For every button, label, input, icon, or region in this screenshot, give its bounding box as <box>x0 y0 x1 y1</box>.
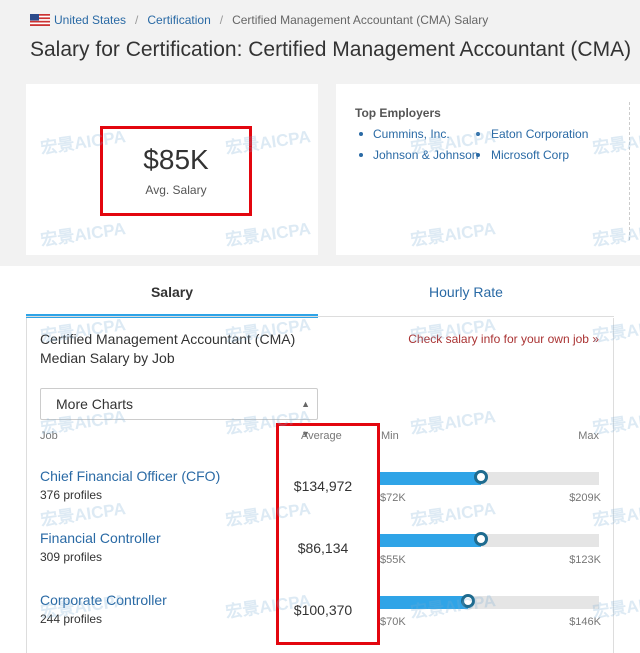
median-marker <box>473 470 488 484</box>
top-employers-card: Top Employers Cummins, Inc. Eaton Corpor… <box>336 84 640 255</box>
job-link[interactable]: Financial Controller <box>40 530 161 546</box>
median-salary-chart: Certified Management Accountant (CMA) Me… <box>26 318 614 653</box>
min-salary-label: $72K <box>380 492 406 504</box>
list-item: Cummins, Inc. <box>358 124 488 145</box>
employer-link[interactable]: Cummins, Inc. <box>373 127 450 141</box>
salary-range-fill <box>380 596 468 609</box>
salary-section: Salary Hourly Rate Certified Management … <box>0 266 640 653</box>
breadcrumb-country-link[interactable]: United States <box>54 13 127 27</box>
average-column-highlight <box>276 423 380 645</box>
table-row: Financial Controller 309 profiles $86,13… <box>27 530 615 592</box>
max-salary-label: $146K <box>569 616 601 628</box>
breadcrumb-category-link[interactable]: Certification <box>147 13 211 27</box>
employer-link[interactable]: Microsoft Corp <box>491 148 570 162</box>
average-salary: $86,134 <box>297 540 349 556</box>
page-title: Salary for Certification: Certified Mana… <box>30 38 632 61</box>
bullet-icon <box>476 132 480 136</box>
avg-salary-highlight: $85K Avg. Salary <box>100 126 252 216</box>
bullet-icon <box>476 153 480 157</box>
salary-range-fill <box>380 472 481 485</box>
tab-bar: Salary Hourly Rate <box>26 266 614 318</box>
average-salary: $134,972 <box>293 478 353 494</box>
median-marker <box>460 594 475 608</box>
breadcrumb-current: Certified Management Accountant (CMA) Sa… <box>232 13 489 27</box>
list-item: Eaton Corporation <box>476 124 618 145</box>
salary-range-bar <box>380 532 599 547</box>
list-item: Johnson & Johnson <box>358 145 488 166</box>
max-salary-label: $209K <box>569 492 601 504</box>
employer-link[interactable]: Johnson & Johnson <box>373 148 479 162</box>
avg-salary-value: $85K <box>143 143 209 175</box>
avg-salary-card: $85K Avg. Salary <box>26 84 318 255</box>
job-link[interactable]: Chief Financial Officer (CFO) <box>40 468 221 484</box>
column-header-min: Min <box>381 430 399 442</box>
salary-range-fill <box>380 534 481 547</box>
us-flag-icon <box>30 14 50 26</box>
column-header-max: Max <box>578 430 599 442</box>
bullet-icon <box>359 153 363 157</box>
profiles-count: 309 profiles <box>40 550 103 564</box>
breadcrumb: United States / Certification / Certifie… <box>30 12 488 28</box>
more-charts-select[interactable]: More Charts ▲ ▼ <box>40 388 318 439</box>
profiles-count: 376 profiles <box>40 488 103 502</box>
avg-salary-label: Avg. Salary <box>145 182 207 197</box>
employer-link[interactable]: Eaton Corporation <box>491 127 589 141</box>
breadcrumb-separator: / <box>135 13 139 27</box>
tab-hourly-rate[interactable]: Hourly Rate <box>429 284 503 300</box>
top-employers-list: Cummins, Inc. Eaton Corporation Johnson … <box>358 124 618 166</box>
chart-title: Certified Management Accountant (CMA) Me… <box>40 331 296 366</box>
column-header-job: Job <box>40 430 58 442</box>
dropdown-arrow-icon: ▲ ▼ <box>301 399 310 439</box>
table-row: Chief Financial Officer (CFO) 376 profil… <box>27 468 615 530</box>
profiles-count: 244 profiles <box>40 612 103 626</box>
table-row: Corporate Controller 244 profiles $100,3… <box>27 592 615 653</box>
tab-salary[interactable]: Salary <box>26 266 318 318</box>
median-marker <box>473 532 488 546</box>
salary-range-bar <box>380 470 599 485</box>
select-value: More Charts <box>56 396 134 412</box>
average-salary: $100,370 <box>293 602 353 618</box>
max-salary-label: $123K <box>569 554 601 566</box>
salary-range-bar <box>380 594 599 609</box>
min-salary-label: $70K <box>380 616 406 628</box>
bullet-icon <box>359 132 363 136</box>
check-salary-link[interactable]: Check salary info for your own job » <box>408 332 599 346</box>
top-employers-title: Top Employers <box>355 106 441 120</box>
list-item: Microsoft Corp <box>476 145 618 166</box>
job-link[interactable]: Corporate Controller <box>40 592 167 608</box>
min-salary-label: $55K <box>380 554 406 566</box>
divider <box>629 102 630 240</box>
column-header-average: Average <box>301 430 342 442</box>
breadcrumb-separator: / <box>219 13 224 27</box>
divider <box>26 316 614 317</box>
